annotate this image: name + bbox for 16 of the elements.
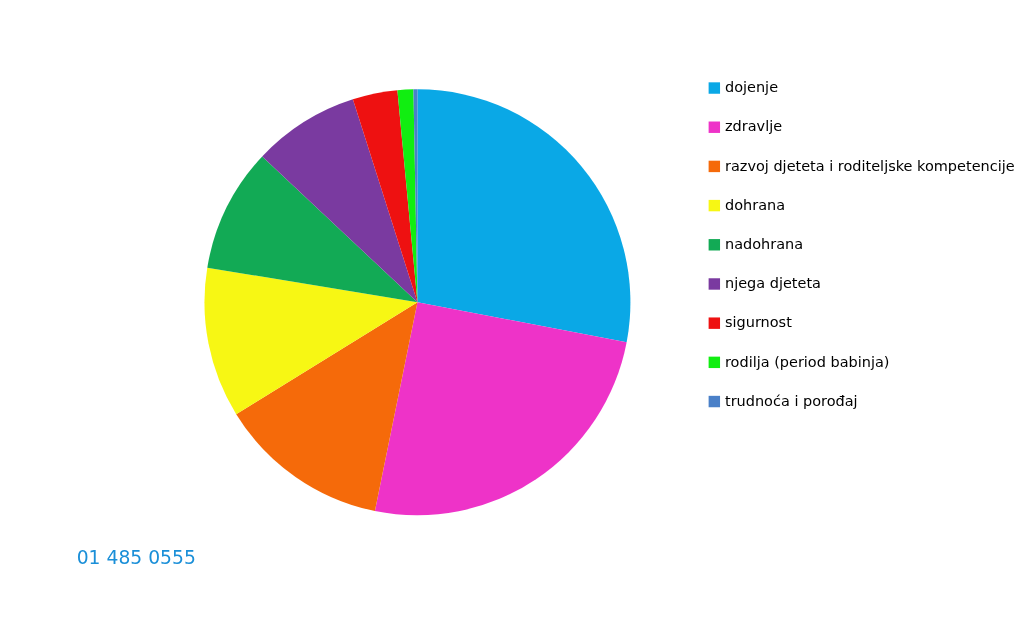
text: 01 485 0555	[76, 546, 196, 568]
legend-label: rodilja (period babinja)	[724, 353, 890, 370]
legend-label: trudnoća i porođaj	[724, 392, 858, 409]
pie-slice	[207, 156, 418, 303]
legend-label: sigurnost	[724, 314, 793, 331]
pie-slice	[236, 302, 418, 511]
pie-slice	[204, 267, 418, 415]
pie-slice	[262, 99, 418, 303]
legend-label: dohrana	[724, 196, 786, 213]
legend-label: nadohrana	[724, 236, 804, 253]
legend-label: zdravlje	[724, 118, 783, 135]
pie-slice	[374, 302, 627, 516]
pie-slice	[417, 89, 630, 343]
legend-label: njega djeteta	[724, 275, 821, 292]
legend-label: dojenje	[724, 79, 779, 96]
legend-label: razvoj djeteta i roditeljske kompetencije	[724, 157, 1015, 174]
